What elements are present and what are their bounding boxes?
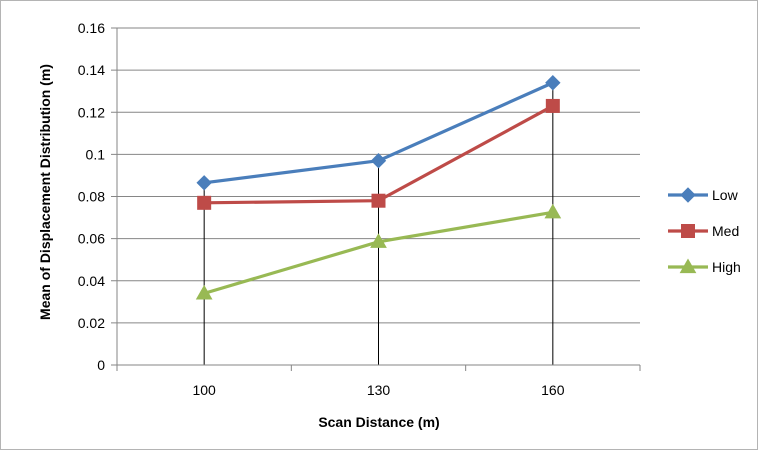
series-layer bbox=[195, 75, 562, 300]
legend-label: Med bbox=[712, 223, 739, 239]
legend-diamond-marker bbox=[680, 187, 696, 203]
series-low bbox=[196, 75, 561, 191]
x-axis-title: Scan Distance (m) bbox=[318, 414, 439, 430]
y-tick-label: 0.06 bbox=[78, 231, 105, 247]
y-tick-label: 0.1 bbox=[86, 146, 106, 162]
y-tick-label: 0 bbox=[97, 357, 105, 373]
y-tick-label: 0.16 bbox=[78, 20, 105, 36]
series-med bbox=[197, 98, 560, 210]
triangle-marker bbox=[370, 233, 387, 248]
axes bbox=[111, 27, 641, 371]
legend-item-med: Med bbox=[668, 223, 739, 239]
legend-item-high: High bbox=[668, 258, 741, 275]
diamond-marker bbox=[196, 175, 212, 191]
x-tick-labels: 100 130 160 bbox=[192, 382, 564, 398]
diamond-marker bbox=[370, 152, 387, 169]
legend-triangle-marker bbox=[679, 258, 697, 274]
legend-square-marker bbox=[681, 224, 695, 238]
diamond-marker bbox=[545, 75, 561, 91]
y-tick-label: 0.14 bbox=[78, 62, 105, 78]
y-tick-label: 0.08 bbox=[78, 189, 105, 205]
legend-label: Low bbox=[712, 187, 739, 203]
square-marker bbox=[197, 195, 212, 210]
y-tick-label: 0.12 bbox=[78, 104, 105, 120]
y-tick-label: 0.04 bbox=[78, 273, 105, 289]
square-marker bbox=[545, 98, 560, 113]
y-axis-title: Mean of Displacement Distribution (m) bbox=[37, 64, 53, 320]
series-high bbox=[195, 203, 562, 300]
y-tick-label: 0.02 bbox=[78, 315, 105, 331]
square-marker bbox=[371, 193, 386, 208]
triangle-marker bbox=[195, 284, 213, 300]
x-tick-label: 160 bbox=[541, 382, 565, 398]
legend-label: High bbox=[712, 259, 741, 275]
legend: Low Med High bbox=[668, 187, 741, 275]
x-tick-label: 130 bbox=[367, 382, 391, 398]
triangle-marker bbox=[544, 203, 562, 219]
x-tick-label: 100 bbox=[192, 382, 216, 398]
legend-item-low: Low bbox=[668, 187, 739, 203]
y-tick-labels: 0 0.02 0.04 0.06 0.08 0.1 0.12 0.14 0.16 bbox=[78, 20, 105, 373]
